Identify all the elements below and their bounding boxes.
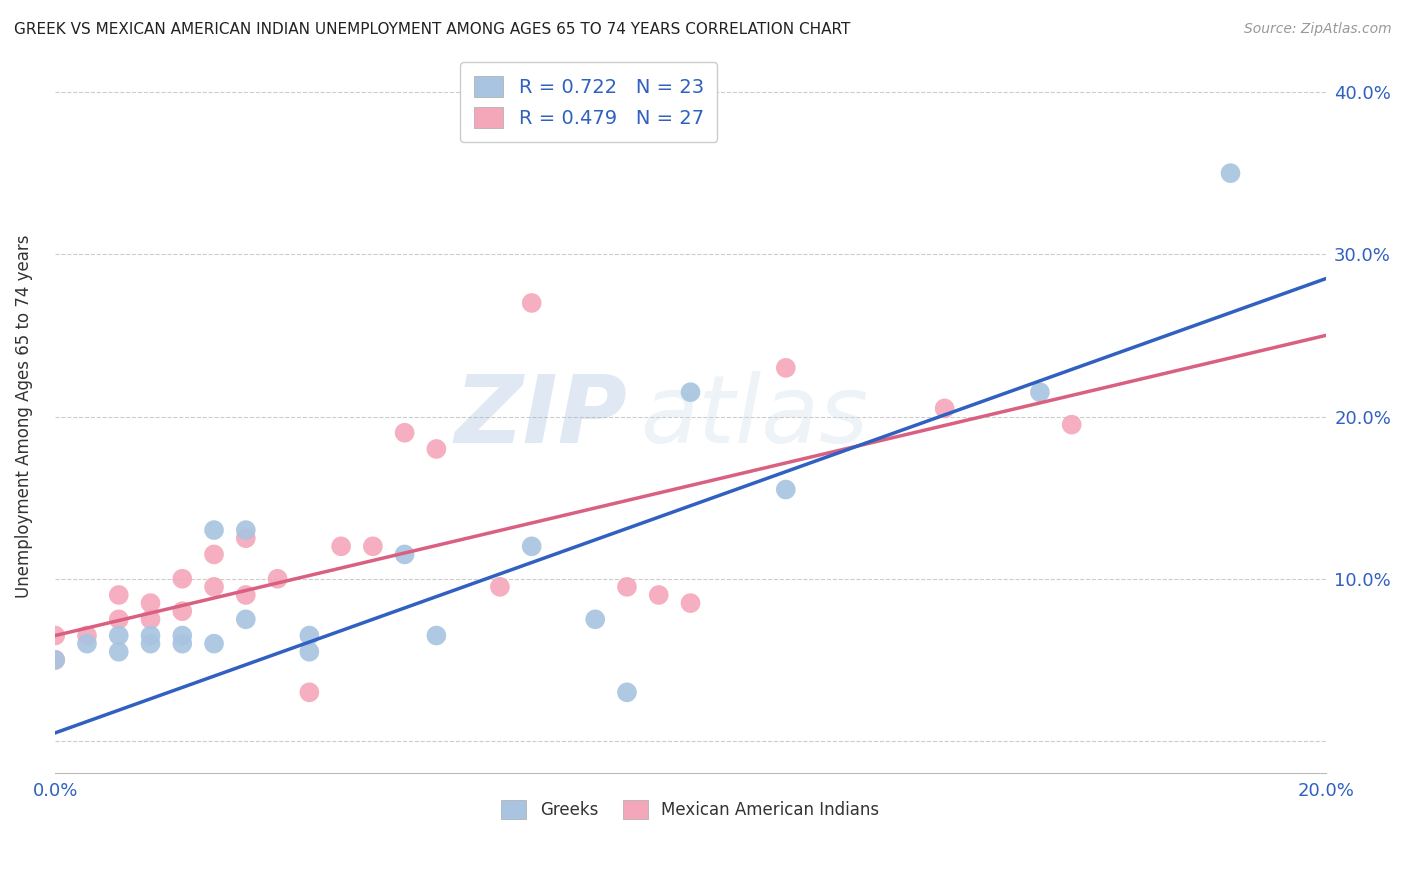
Point [172, 637, 194, 651]
Point [648, 588, 671, 602]
Point [298, 628, 321, 642]
Point [44, 653, 66, 667]
Point [76, 628, 98, 642]
Text: atlas: atlas [640, 371, 868, 462]
Point [679, 385, 702, 400]
Point [202, 548, 225, 562]
Point [139, 596, 162, 610]
Point [330, 539, 353, 553]
Y-axis label: Unemployment Among Ages 65 to 74 years: Unemployment Among Ages 65 to 74 years [15, 235, 32, 599]
Point [235, 531, 257, 545]
Point [1029, 385, 1052, 400]
Point [107, 588, 129, 602]
Point [172, 628, 194, 642]
Text: GREEK VS MEXICAN AMERICAN INDIAN UNEMPLOYMENT AMONG AGES 65 TO 74 YEARS CORRELAT: GREEK VS MEXICAN AMERICAN INDIAN UNEMPLO… [14, 22, 851, 37]
Point [775, 483, 797, 497]
Text: Source: ZipAtlas.com: Source: ZipAtlas.com [1244, 22, 1392, 37]
Point [425, 628, 447, 642]
Point [616, 685, 638, 699]
Text: ZIP: ZIP [454, 370, 627, 463]
Point [298, 685, 321, 699]
Point [489, 580, 512, 594]
Point [394, 548, 416, 562]
Point [520, 296, 543, 310]
Point [679, 596, 702, 610]
Point [583, 612, 606, 626]
Point [394, 425, 416, 440]
Point [107, 628, 129, 642]
Point [172, 572, 194, 586]
Legend: Greeks, Mexican American Indians: Greeks, Mexican American Indians [495, 794, 886, 826]
Point [266, 572, 288, 586]
Point [235, 523, 257, 537]
Point [1219, 166, 1241, 180]
Point [202, 580, 225, 594]
Point [616, 580, 638, 594]
Point [139, 612, 162, 626]
Point [298, 645, 321, 659]
Point [44, 628, 66, 642]
Point [202, 523, 225, 537]
Point [1060, 417, 1083, 432]
Point [235, 588, 257, 602]
Point [172, 604, 194, 618]
Point [425, 442, 447, 456]
Point [361, 539, 384, 553]
Point [139, 628, 162, 642]
Point [520, 539, 543, 553]
Point [934, 401, 956, 416]
Point [107, 645, 129, 659]
Point [139, 637, 162, 651]
Point [235, 612, 257, 626]
Point [775, 360, 797, 375]
Point [76, 637, 98, 651]
Point [202, 637, 225, 651]
Point [44, 653, 66, 667]
Point [107, 612, 129, 626]
